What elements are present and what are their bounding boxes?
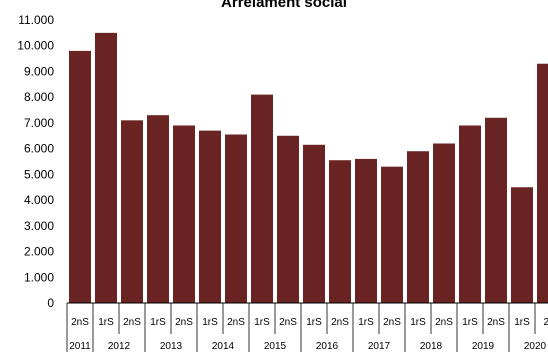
year-label: 2013 [160, 341, 183, 352]
x-tick-label: 2nS [487, 317, 505, 328]
bar [407, 151, 429, 303]
year-label: 2016 [316, 341, 339, 352]
y-axis-tick-labels: 0 1.000 2.000 3.000 4.000 5.000 6.000 7.000 8.00… [17, 13, 54, 310]
bar [433, 143, 455, 303]
x-tick-label: 2nS [175, 317, 193, 328]
x-tick-label: 1rS [150, 317, 166, 328]
x-tick-label: 2nS [279, 317, 297, 328]
chart-title: Arrelament social [221, 0, 347, 11]
x-axis: 2nS 1rS 2nS 1rS 2nS 1rS 2nS 1rS 2nS 1rS 2nS 1rS 2nS 1… [66, 302, 548, 352]
year-label: 2012 [108, 341, 131, 352]
year-label: 2011 [69, 341, 91, 352]
y-tick-label: 11.000 [18, 13, 54, 27]
x-tick-label: 1rS [98, 317, 114, 328]
x-tick-label: 2nS [227, 317, 245, 328]
bar [277, 135, 299, 303]
y-tick-label: 1.000 [24, 270, 54, 284]
x-tick-label: 2nS [383, 317, 401, 328]
x-tick-label: 1rS [514, 317, 530, 328]
y-tick-label: 6.000 [24, 142, 54, 156]
x-tick-label: 2r [544, 317, 548, 328]
year-label: 2014 [212, 341, 235, 352]
x-tick-label: 1rS [462, 317, 478, 328]
y-tick-label: 7.000 [24, 116, 54, 130]
bar-series [69, 32, 548, 304]
year-label: 2018 [420, 341, 443, 352]
x-tick-label: 1rS [254, 317, 270, 328]
bar [95, 32, 117, 303]
x-tick-label: 2nS [435, 317, 453, 328]
year-label: 2015 [264, 341, 287, 352]
y-tick-label: 10.000 [17, 39, 54, 53]
year-label: 2019 [472, 341, 495, 352]
bar [147, 115, 169, 303]
bar [459, 125, 481, 304]
x-tick-label: 2nS [123, 317, 141, 328]
year-label: 2017 [368, 341, 391, 352]
y-tick-label: 2.000 [24, 245, 54, 259]
x-tick-label: 2nS [71, 317, 89, 328]
bar [173, 125, 195, 304]
y-tick-label: 4.000 [24, 193, 54, 207]
bar [69, 50, 91, 303]
y-tick-label: 0 [47, 296, 54, 310]
bar [355, 158, 377, 303]
bar [121, 120, 143, 303]
bar [381, 166, 403, 303]
y-tick-label: 8.000 [24, 90, 54, 104]
bar [329, 160, 351, 303]
year-label: 2020 [524, 341, 547, 352]
y-tick-label: 5.000 [24, 167, 54, 181]
bar [199, 130, 221, 303]
x-tick-label: 1rS [306, 317, 322, 328]
x-tick-label: 1rS [358, 317, 374, 328]
y-tick-label: 3.000 [24, 219, 54, 233]
bar [303, 144, 325, 303]
bar [511, 187, 533, 303]
bar [251, 94, 273, 303]
bar [537, 63, 548, 304]
y-tick-label: 9.000 [24, 64, 54, 78]
x-tick-label: 1rS [202, 317, 218, 328]
x-tick-label: 2nS [331, 317, 349, 328]
x-tick-label: 1rS [410, 317, 426, 328]
bar [225, 134, 247, 303]
bar [485, 117, 507, 303]
